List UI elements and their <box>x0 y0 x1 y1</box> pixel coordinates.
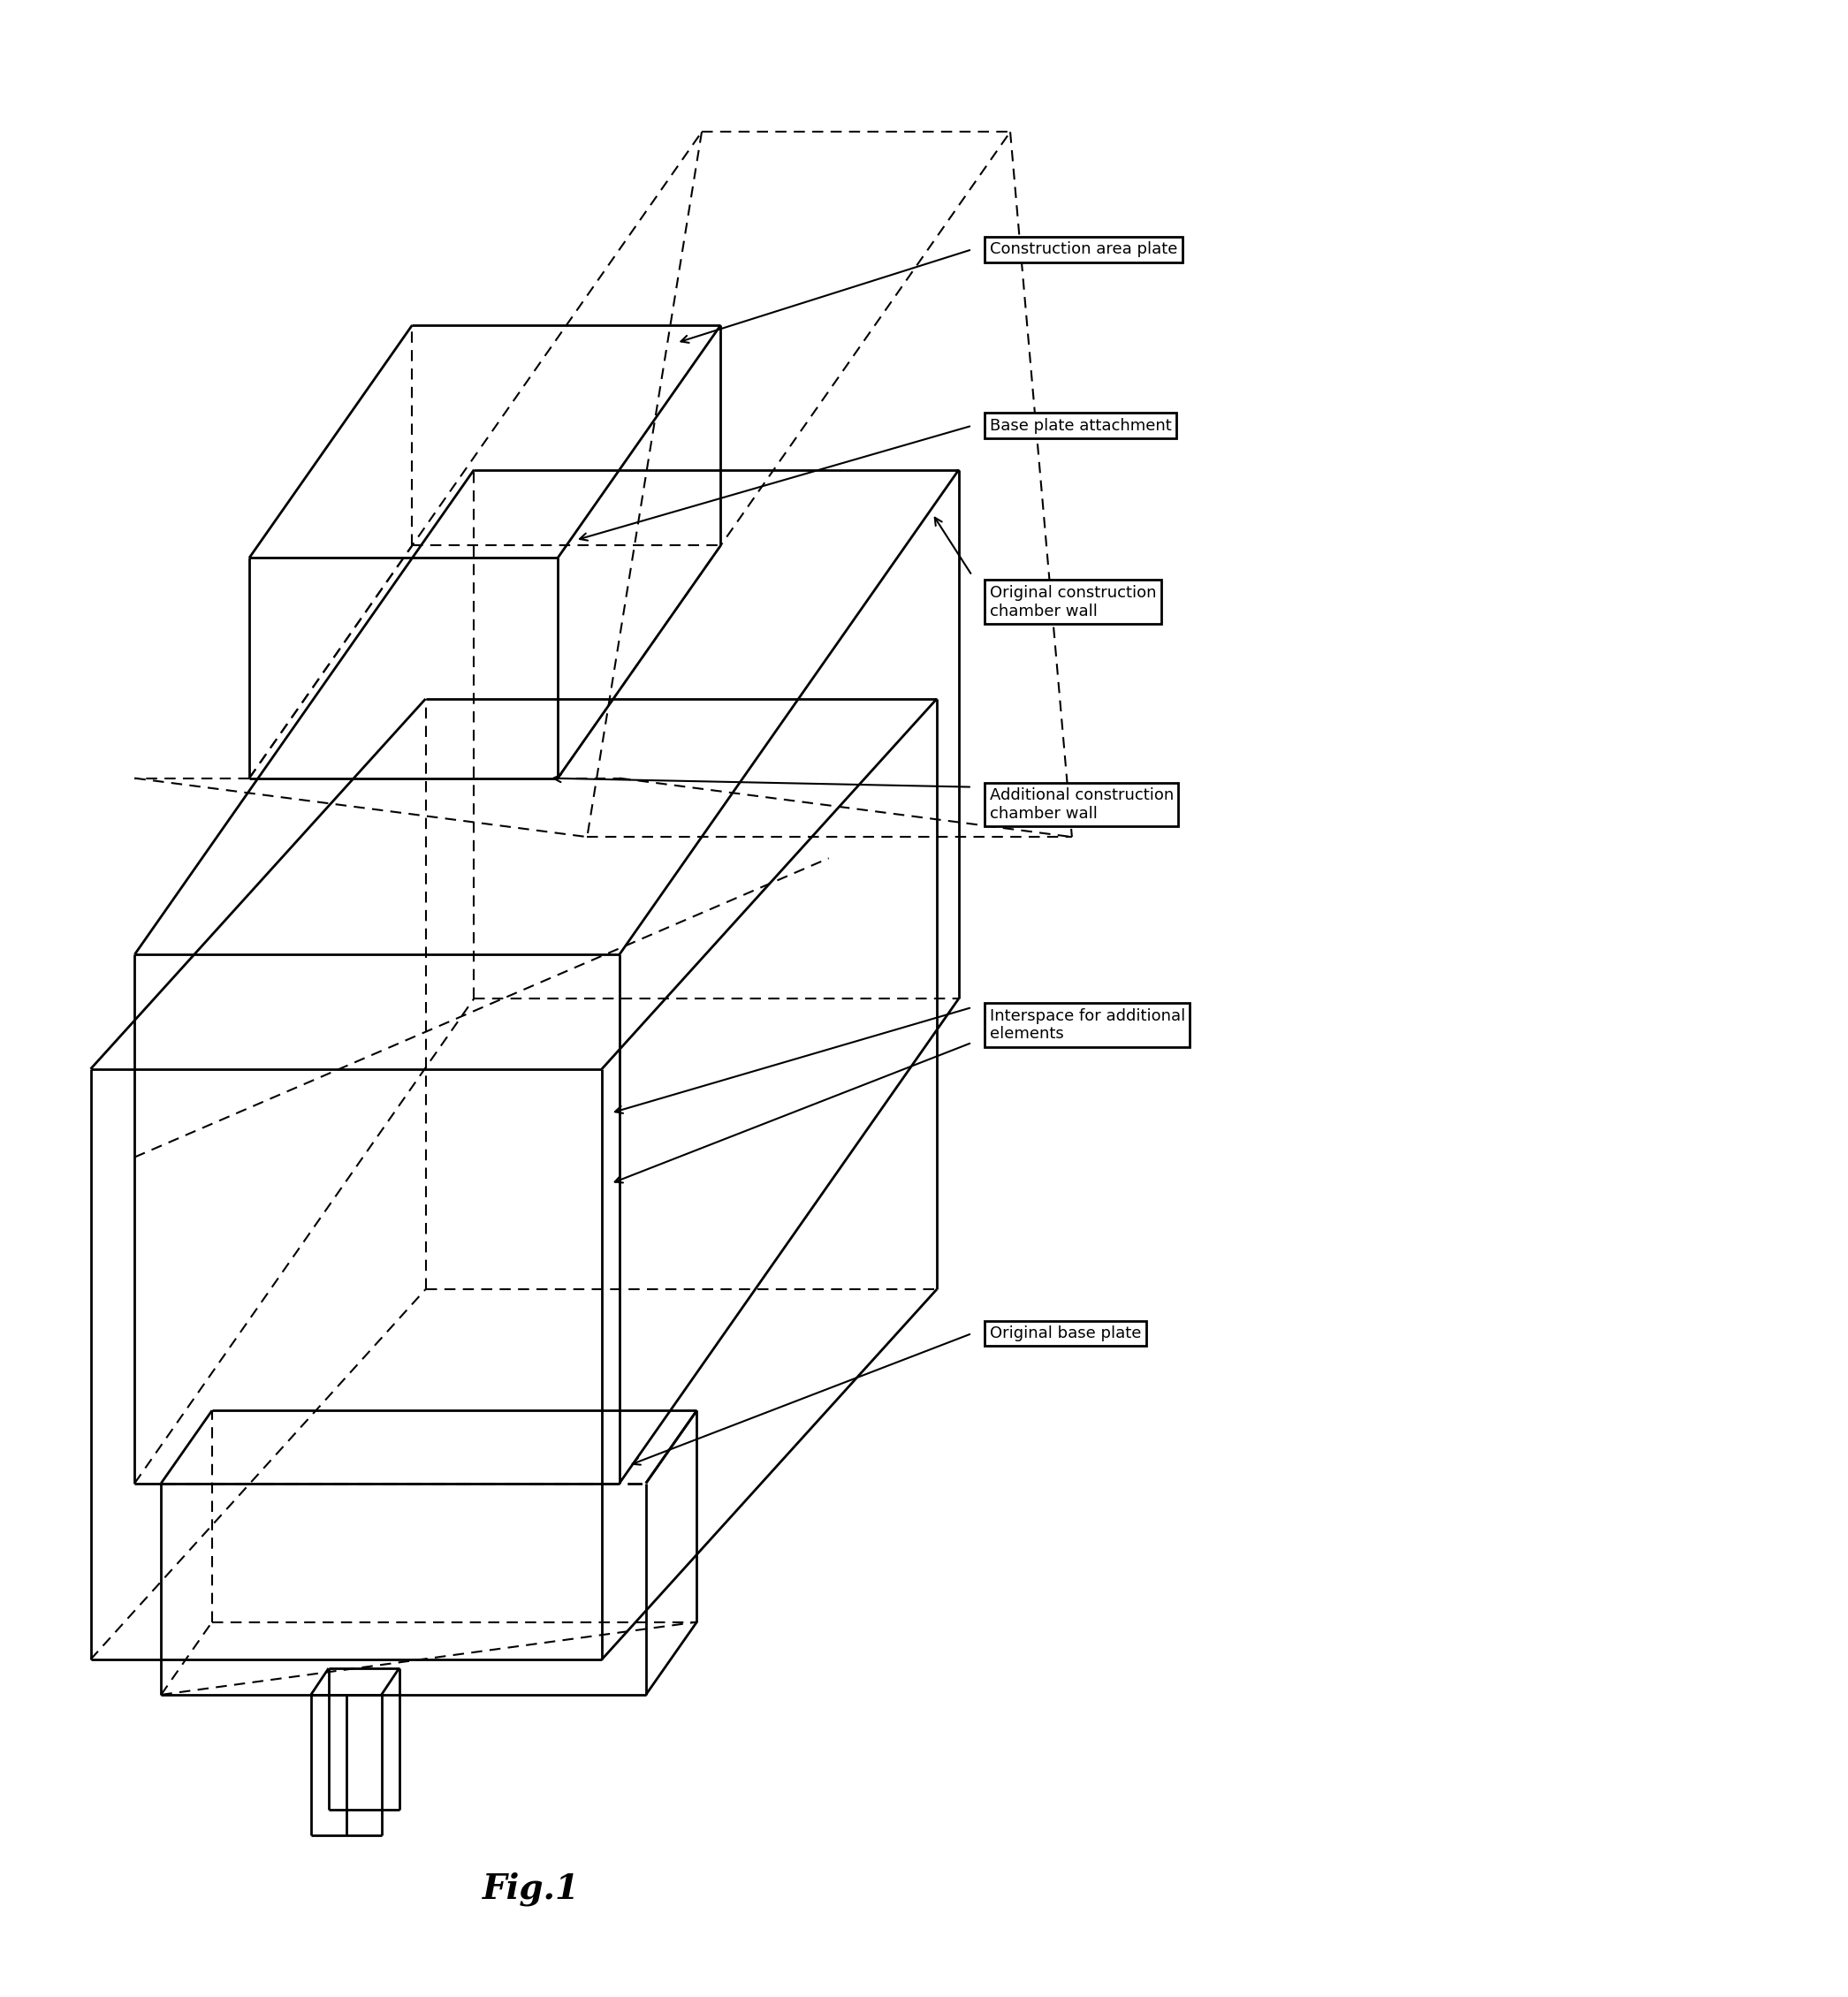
Text: Original construction
chamber wall: Original construction chamber wall <box>991 585 1157 619</box>
Text: Construction area plate: Construction area plate <box>991 242 1177 258</box>
Text: Fig.1: Fig.1 <box>482 1871 580 1905</box>
Text: Original base plate: Original base plate <box>991 1326 1140 1342</box>
Text: Additional construction
chamber wall: Additional construction chamber wall <box>991 787 1173 821</box>
Text: Interspace for additional
elements: Interspace for additional elements <box>991 1008 1185 1042</box>
Text: Base plate attachment: Base plate attachment <box>991 417 1172 433</box>
